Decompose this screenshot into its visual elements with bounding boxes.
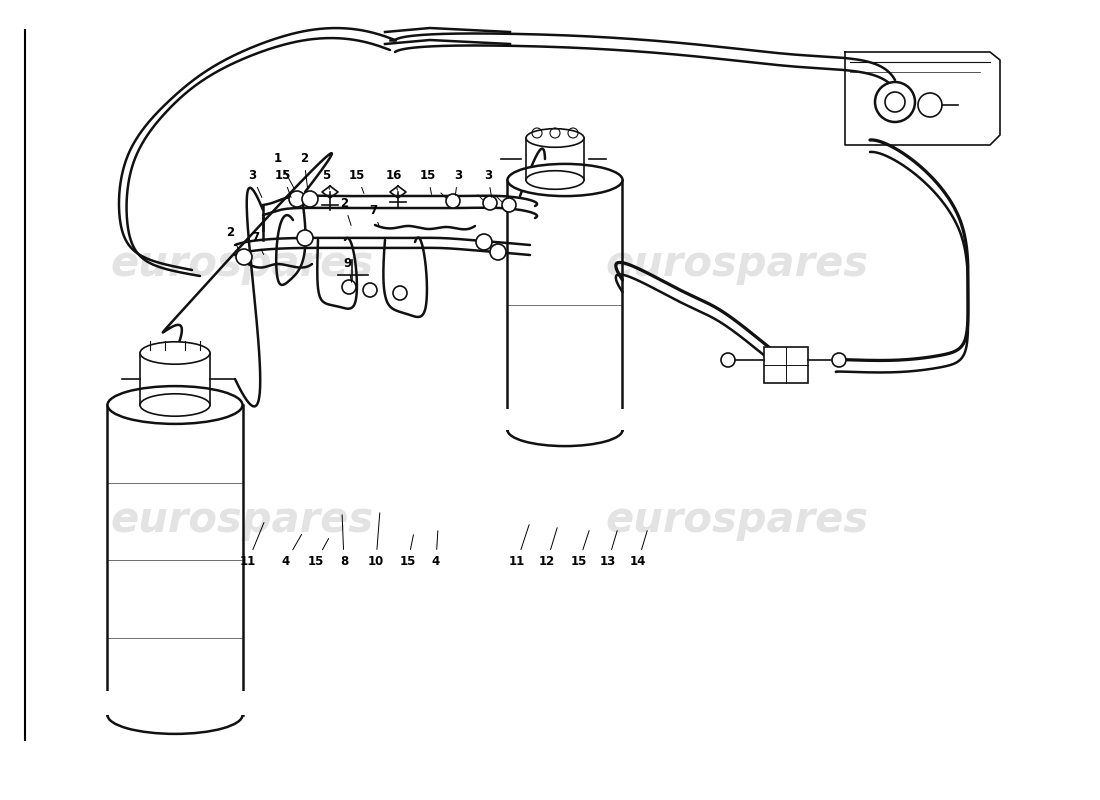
Ellipse shape: [140, 394, 210, 416]
Circle shape: [393, 286, 407, 300]
Text: eurospares: eurospares: [110, 243, 374, 285]
Text: 4: 4: [282, 534, 301, 568]
Text: 16: 16: [386, 169, 403, 190]
Circle shape: [483, 196, 497, 210]
Text: 3: 3: [484, 169, 492, 198]
Text: 15: 15: [308, 538, 329, 568]
Text: eurospares: eurospares: [110, 499, 374, 541]
Text: 5: 5: [322, 169, 330, 190]
Text: eurospares: eurospares: [605, 499, 869, 541]
Bar: [102, 691, 248, 715]
Circle shape: [297, 230, 313, 246]
Circle shape: [363, 283, 377, 297]
Ellipse shape: [507, 164, 623, 196]
Circle shape: [874, 82, 915, 122]
Text: 2: 2: [226, 226, 239, 250]
Text: 10: 10: [367, 513, 384, 568]
Text: 4: 4: [432, 530, 440, 568]
Circle shape: [342, 280, 356, 294]
Text: 15: 15: [571, 530, 590, 568]
Circle shape: [289, 191, 305, 207]
Text: 13: 13: [600, 530, 617, 568]
Text: 11: 11: [240, 522, 264, 568]
Bar: [764, 347, 808, 383]
Text: 3: 3: [454, 169, 462, 195]
Ellipse shape: [140, 342, 210, 364]
Text: 11: 11: [509, 525, 529, 568]
Text: 2: 2: [340, 197, 351, 226]
Text: 15: 15: [275, 169, 292, 198]
Text: 15: 15: [399, 534, 416, 568]
Circle shape: [502, 198, 516, 212]
Text: 15: 15: [420, 169, 437, 194]
Text: 7: 7: [368, 204, 379, 226]
Circle shape: [490, 244, 506, 260]
Ellipse shape: [526, 170, 584, 190]
Circle shape: [446, 194, 460, 208]
Circle shape: [302, 191, 318, 207]
Text: 14: 14: [630, 530, 647, 568]
Text: 15: 15: [349, 169, 365, 194]
Text: 1: 1: [274, 152, 294, 187]
Text: 8: 8: [340, 514, 348, 568]
Text: 7: 7: [251, 231, 264, 254]
Text: eurospares: eurospares: [605, 243, 869, 285]
Text: 2: 2: [300, 152, 308, 190]
Bar: [503, 409, 627, 430]
Circle shape: [476, 234, 492, 250]
Circle shape: [918, 93, 942, 117]
Text: 12: 12: [539, 528, 558, 568]
Circle shape: [832, 353, 846, 367]
Circle shape: [720, 353, 735, 367]
Text: 9: 9: [344, 257, 352, 282]
Ellipse shape: [108, 386, 242, 424]
Text: 3: 3: [248, 169, 262, 198]
Ellipse shape: [526, 129, 584, 147]
Circle shape: [236, 249, 252, 265]
